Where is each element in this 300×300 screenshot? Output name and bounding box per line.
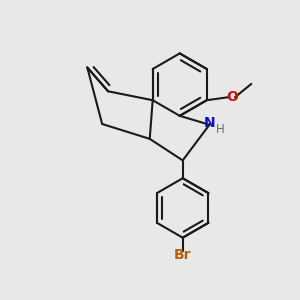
Text: O: O (226, 90, 238, 104)
Text: N: N (204, 116, 215, 130)
Text: H: H (215, 123, 224, 136)
Text: Br: Br (174, 248, 191, 262)
